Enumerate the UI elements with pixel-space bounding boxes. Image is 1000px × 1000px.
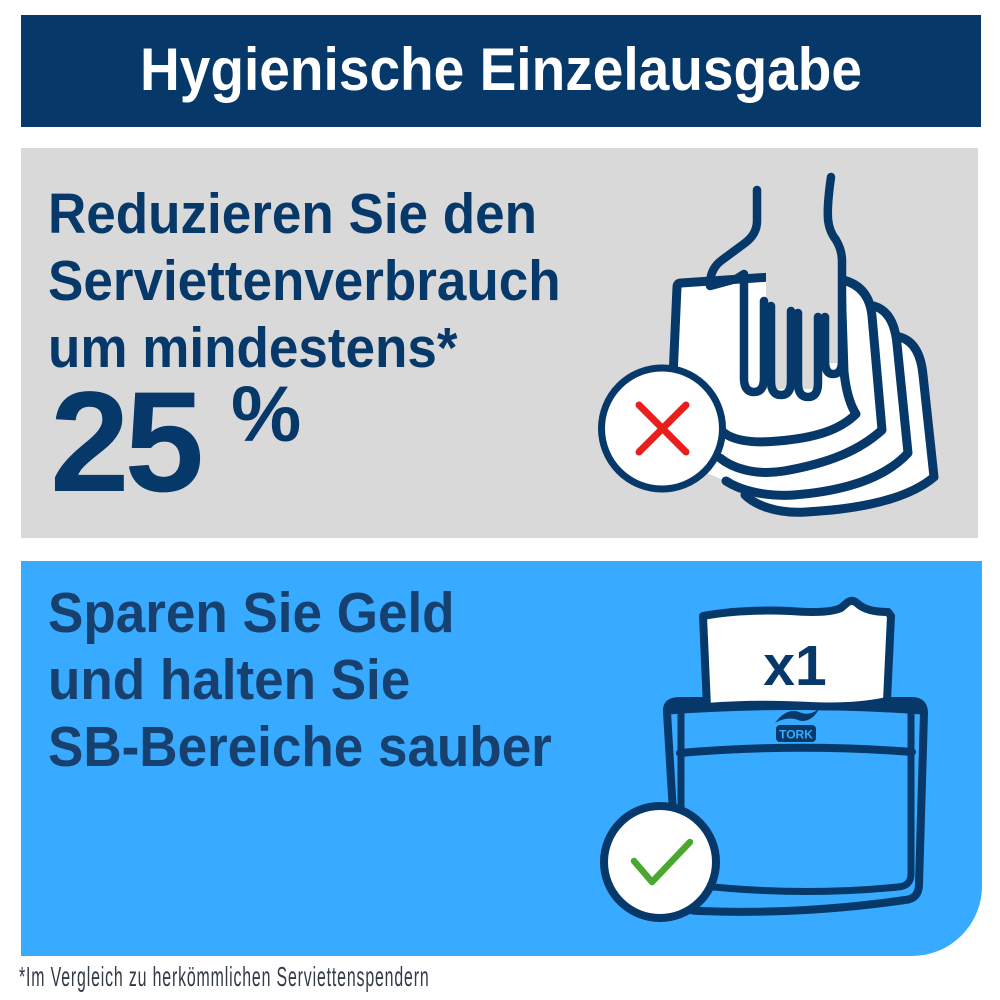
svg-text:TORK: TORK [779,728,813,742]
svg-text:x1: x1 [763,634,826,698]
